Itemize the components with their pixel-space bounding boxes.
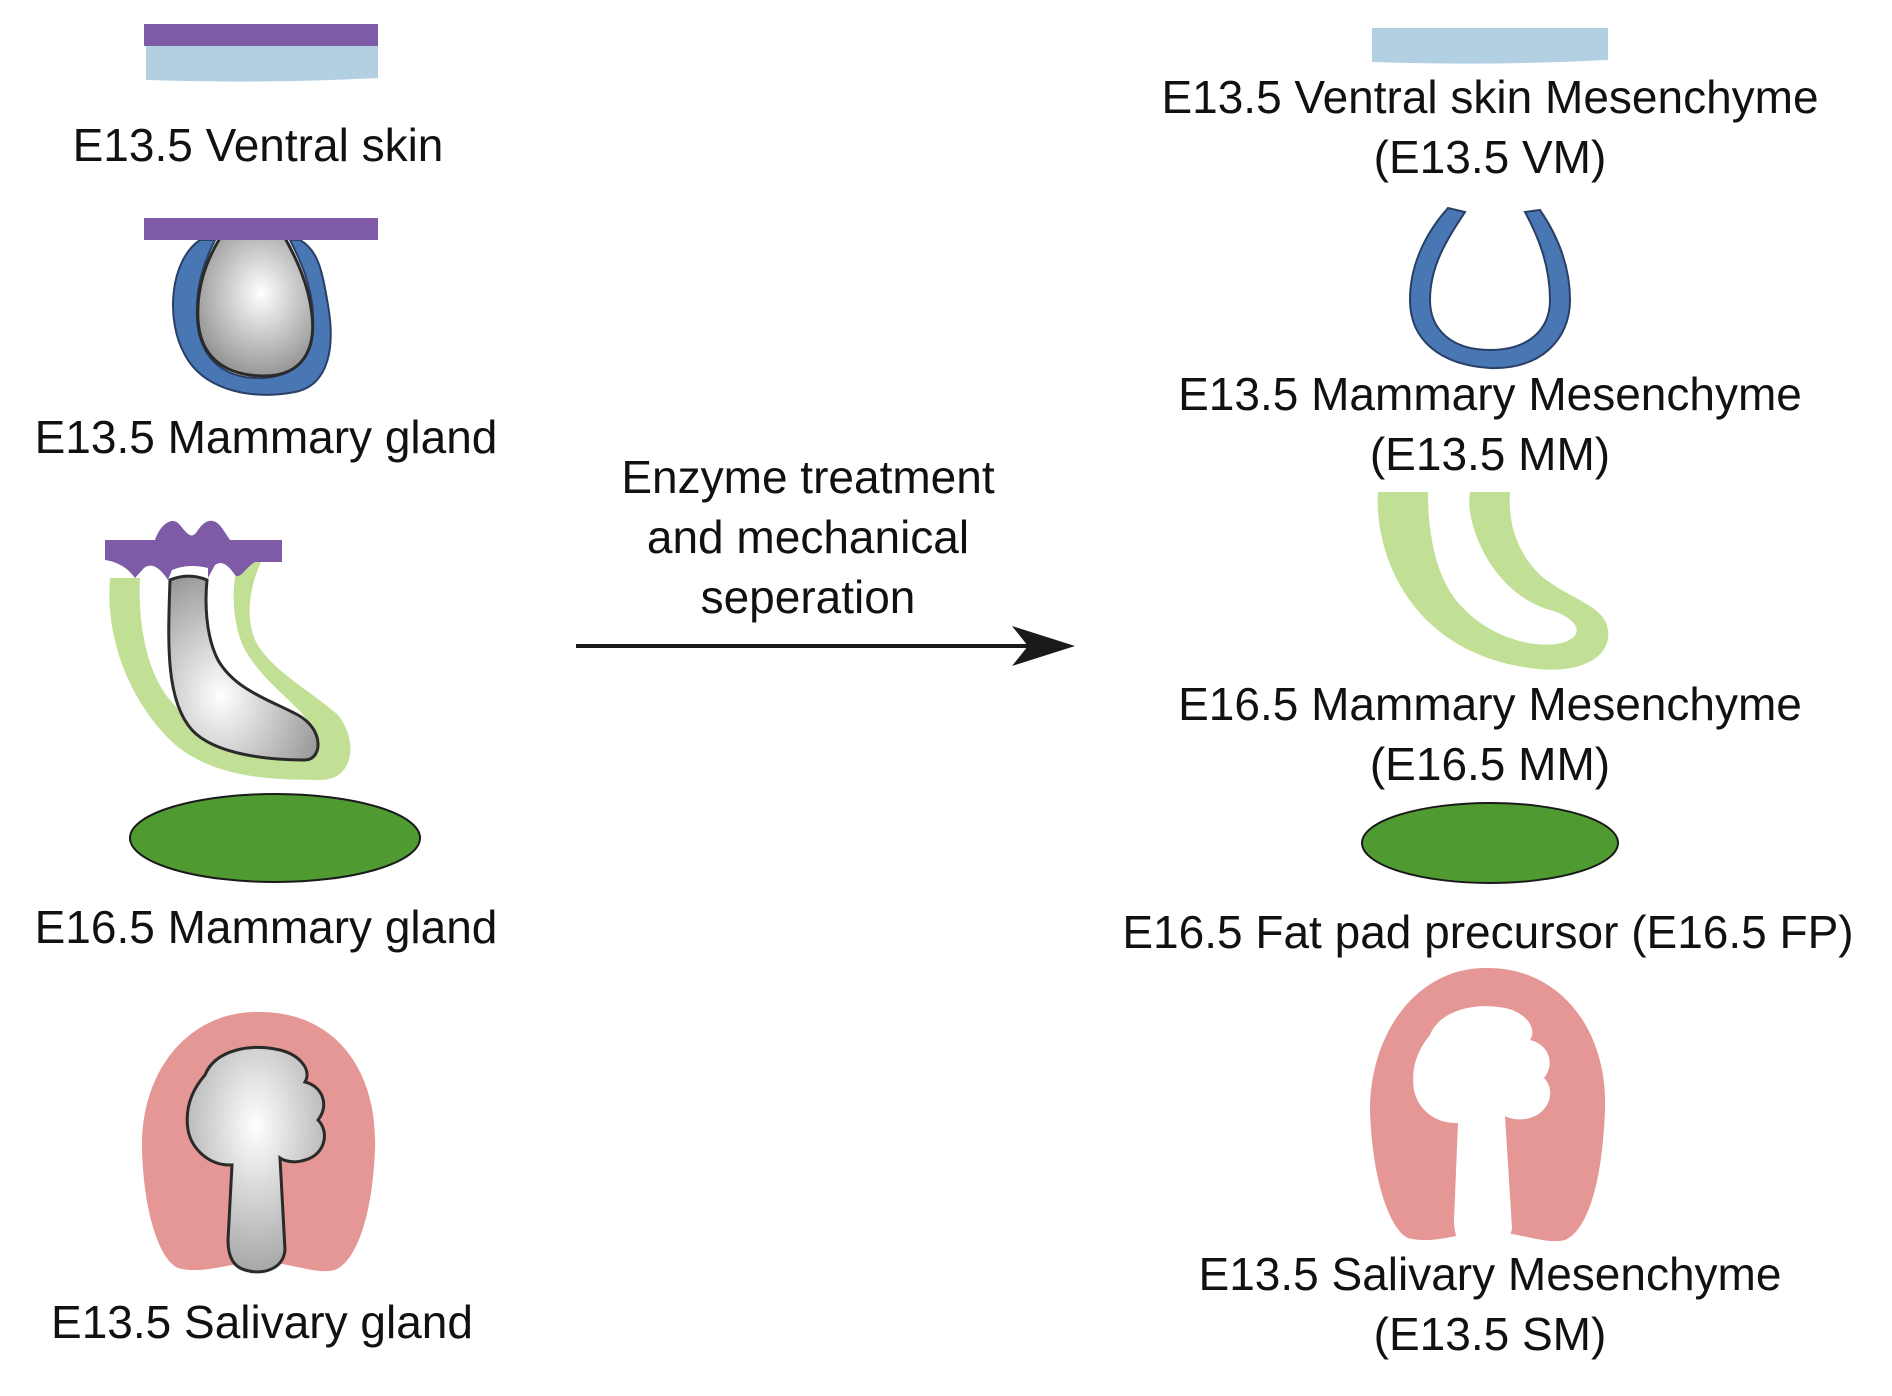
ventral-skin-mesenchyme-layer	[146, 44, 378, 82]
label-mammary-e16: E16.5 Mammary gland	[35, 901, 498, 953]
mammary-duct-e16	[167, 574, 320, 762]
mammary-mesenchyme-e16-layer	[109, 555, 351, 780]
label-mammary-e13: E13.5 Mammary gland	[35, 411, 498, 463]
process-arrow-head	[1012, 626, 1075, 666]
label-mm16-line1: E16.5 Mammary Mesenchyme	[1178, 678, 1802, 730]
mammary-mesenchyme-e16-isolated	[1377, 492, 1609, 670]
mammary-e13-epidermis	[144, 218, 378, 240]
label-salivary: E13.5 Salivary gland	[51, 1296, 473, 1348]
label-mm13-line1: E13.5 Mammary Mesenchyme	[1178, 368, 1802, 420]
mammary-e16-epidermis	[105, 520, 282, 580]
label-sm-line1: E13.5 Salivary Mesenchyme	[1199, 1248, 1782, 1300]
salivary-mesenchyme-isolated	[1370, 967, 1606, 1249]
ventral-skin-tissue	[144, 24, 378, 82]
fat-pad-precursor-isolated	[1361, 802, 1619, 884]
label-mm13-line2: (E13.5 MM)	[1370, 428, 1610, 480]
process-label-line3: seperation	[701, 571, 916, 623]
process-label-line2: and mechanical	[647, 511, 969, 563]
mammary-gland-e16-tissue	[105, 520, 421, 883]
label-sm-line2: (E13.5 SM)	[1374, 1308, 1607, 1360]
process-arrow	[576, 626, 1075, 666]
mammary-mesenchyme-e13-isolated	[1408, 206, 1572, 370]
label-fp-line1: E16.5 Fat pad precursor (E16.5 FP)	[1122, 906, 1853, 958]
mammary-gland-e13-tissue	[144, 218, 378, 396]
fat-pad-precursor-left	[129, 793, 421, 883]
label-ventral-skin: E13.5 Ventral skin	[73, 119, 444, 171]
label-vm-line2: (E13.5 VM)	[1374, 131, 1607, 183]
salivary-gland-tissue	[141, 1011, 376, 1274]
ventral-mesenchyme-isolated	[1372, 28, 1608, 64]
label-vm-line1: E13.5 Ventral skin Mesenchyme	[1161, 71, 1818, 123]
salivary-epithelium-cavity	[1413, 1006, 1551, 1249]
salivary-epithelium-left	[185, 1046, 326, 1274]
ventral-skin-epidermis-layer	[144, 24, 378, 46]
label-mm16-line2: (E16.5 MM)	[1370, 738, 1610, 790]
mammary-bud-e13	[196, 236, 315, 378]
process-label-line1: Enzyme treatment	[621, 451, 994, 503]
